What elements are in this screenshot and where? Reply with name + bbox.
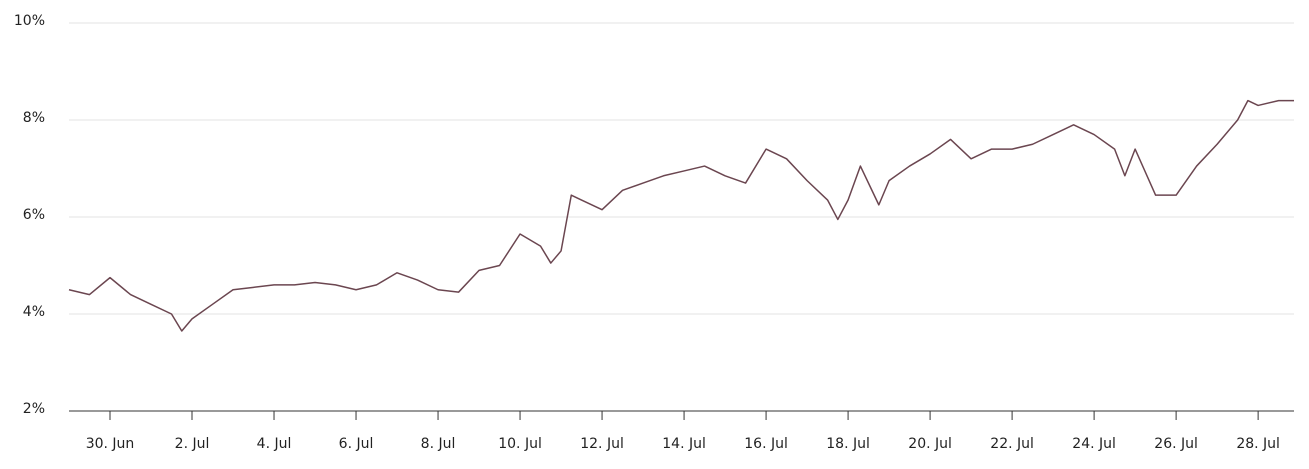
- y-tick-label: 8%: [23, 110, 45, 126]
- y-tick-label: 10%: [14, 13, 45, 29]
- x-tick-label: 8. Jul: [421, 436, 456, 452]
- x-tick-label: 24. Jul: [1072, 436, 1116, 452]
- x-tick-label: 20. Jul: [908, 436, 952, 452]
- x-tick-label: 12. Jul: [580, 436, 624, 452]
- x-tick-label: 22. Jul: [990, 436, 1034, 452]
- x-tick-label: 10. Jul: [498, 436, 542, 452]
- x-tick-label: 26. Jul: [1154, 436, 1198, 452]
- x-tick-label: 16. Jul: [744, 436, 788, 452]
- x-tick-label: 28. Jul: [1236, 436, 1280, 452]
- y-tick-label: 4%: [23, 304, 45, 320]
- y-tick-label: 2%: [23, 401, 45, 417]
- x-tick-label: 6. Jul: [339, 436, 374, 452]
- x-tick-label: 30. Jun: [86, 436, 135, 452]
- x-tick-label: 18. Jul: [826, 436, 870, 452]
- x-tick-label: 14. Jul: [662, 436, 706, 452]
- x-tick-label: 2. Jul: [175, 436, 210, 452]
- y-tick-label: 6%: [23, 207, 45, 223]
- x-tick-label: 4. Jul: [257, 436, 292, 452]
- line: [68, 99, 1294, 332]
